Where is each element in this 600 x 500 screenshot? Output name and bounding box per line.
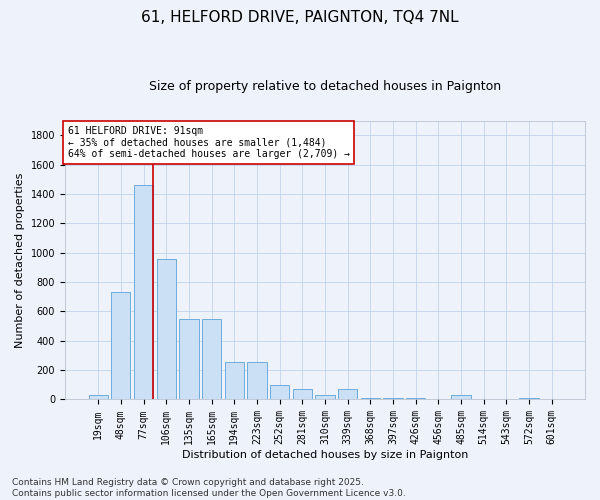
Bar bbox=[224, 362, 244, 400]
Bar bbox=[406, 398, 425, 400]
Bar bbox=[520, 398, 539, 400]
Title: Size of property relative to detached houses in Paignton: Size of property relative to detached ho… bbox=[149, 80, 501, 93]
Bar bbox=[361, 398, 380, 400]
Bar bbox=[179, 318, 199, 400]
Text: 61 HELFORD DRIVE: 91sqm
← 35% of detached houses are smaller (1,484)
64% of semi: 61 HELFORD DRIVE: 91sqm ← 35% of detache… bbox=[68, 126, 350, 160]
Bar bbox=[383, 398, 403, 400]
Text: 61, HELFORD DRIVE, PAIGNTON, TQ4 7NL: 61, HELFORD DRIVE, PAIGNTON, TQ4 7NL bbox=[141, 10, 459, 25]
Bar bbox=[247, 362, 266, 400]
Bar bbox=[316, 395, 335, 400]
Bar bbox=[202, 318, 221, 400]
Bar bbox=[270, 385, 289, 400]
Y-axis label: Number of detached properties: Number of detached properties bbox=[15, 172, 25, 348]
Bar bbox=[134, 185, 153, 400]
X-axis label: Distribution of detached houses by size in Paignton: Distribution of detached houses by size … bbox=[182, 450, 468, 460]
Text: Contains HM Land Registry data © Crown copyright and database right 2025.
Contai: Contains HM Land Registry data © Crown c… bbox=[12, 478, 406, 498]
Bar bbox=[338, 389, 357, 400]
Bar bbox=[293, 389, 312, 400]
Bar bbox=[451, 395, 470, 400]
Bar bbox=[89, 395, 108, 400]
Bar bbox=[157, 258, 176, 400]
Bar bbox=[111, 292, 130, 400]
